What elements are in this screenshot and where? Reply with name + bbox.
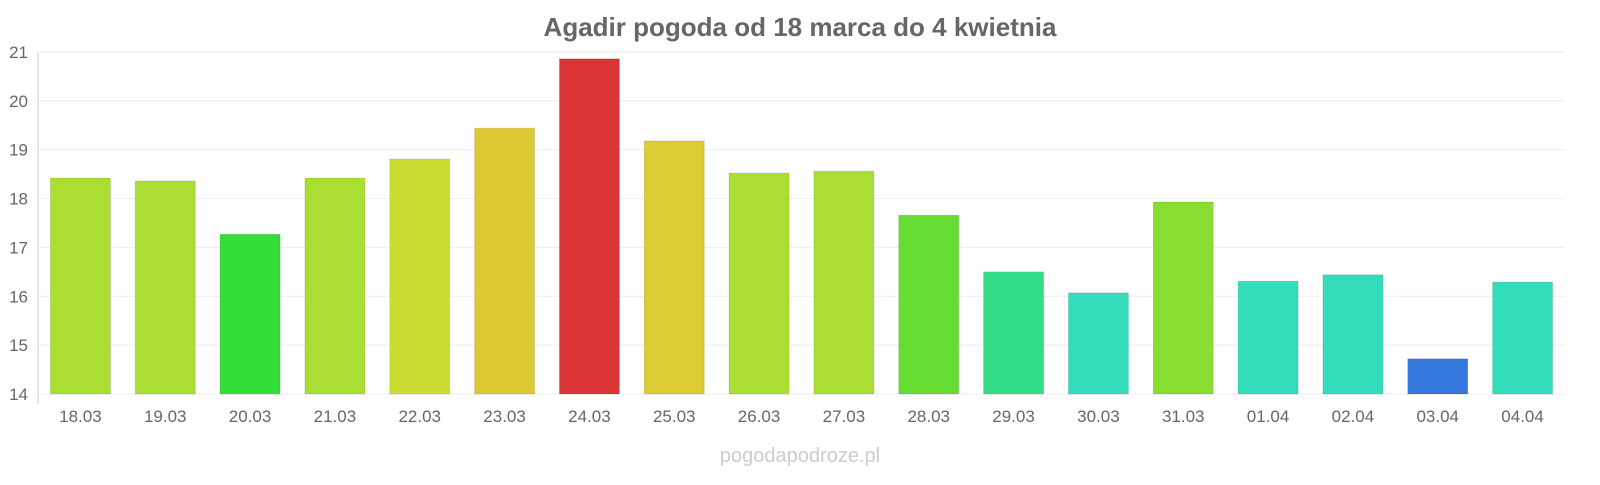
bar-31.03[interactable] bbox=[1152, 201, 1214, 395]
y-tick-label: 19 bbox=[9, 141, 28, 160]
x-tick-label: 03.04 bbox=[1416, 407, 1459, 426]
x-tick-label: 31.03 bbox=[1162, 407, 1205, 426]
x-tick-label: 24.03 bbox=[568, 407, 611, 426]
y-tick-label: 18 bbox=[9, 190, 28, 209]
x-tick-label: 28.03 bbox=[907, 407, 950, 426]
x-tick-label: 30.03 bbox=[1077, 407, 1120, 426]
bar-19.03[interactable] bbox=[134, 180, 196, 395]
x-tick-label: 18.03 bbox=[59, 407, 102, 426]
bar-25.03[interactable] bbox=[643, 140, 705, 395]
x-tick-label: 27.03 bbox=[823, 407, 866, 426]
x-tick-label: 01.04 bbox=[1247, 407, 1290, 426]
x-tick-label: 21.03 bbox=[314, 407, 357, 426]
bar-28.03[interactable] bbox=[898, 214, 960, 395]
y-tick-label: 17 bbox=[9, 238, 28, 257]
bar-29.03[interactable] bbox=[983, 271, 1045, 395]
x-tick-label: 29.03 bbox=[992, 407, 1035, 426]
y-tick-label: 16 bbox=[9, 287, 28, 306]
x-tick-label: 25.03 bbox=[653, 407, 696, 426]
bar-04.04[interactable] bbox=[1492, 281, 1554, 395]
watermark: pogodapodroze.pl bbox=[720, 445, 880, 467]
bar-03.04[interactable] bbox=[1407, 358, 1469, 395]
x-tick-label: 20.03 bbox=[229, 407, 272, 426]
bar-27.03[interactable] bbox=[813, 170, 875, 395]
y-tick-label: 15 bbox=[9, 336, 28, 355]
x-tick-label: 02.04 bbox=[1332, 407, 1375, 426]
x-tick-label: 23.03 bbox=[483, 407, 526, 426]
bar-26.03[interactable] bbox=[728, 172, 790, 395]
bar-24.03[interactable] bbox=[558, 58, 620, 395]
bar-01.04[interactable] bbox=[1237, 280, 1299, 395]
bar-02.04[interactable] bbox=[1322, 274, 1384, 395]
chart-title: Agadir pogoda od 18 marca do 4 kwietnia bbox=[544, 12, 1057, 42]
x-tick-label: 19.03 bbox=[144, 407, 187, 426]
bar-21.03[interactable] bbox=[304, 177, 366, 395]
y-tick-label: 21 bbox=[9, 43, 28, 62]
bar-18.03[interactable] bbox=[49, 177, 111, 395]
y-tick-label: 20 bbox=[9, 92, 28, 111]
bar-23.03[interactable] bbox=[474, 127, 536, 395]
x-tick-label: 26.03 bbox=[738, 407, 781, 426]
y-tick-label: 14 bbox=[9, 385, 28, 404]
bar-30.03[interactable] bbox=[1067, 292, 1129, 395]
bar-22.03[interactable] bbox=[389, 158, 451, 395]
bar-20.03[interactable] bbox=[219, 233, 281, 395]
x-tick-label: 22.03 bbox=[398, 407, 441, 426]
x-tick-label: 04.04 bbox=[1501, 407, 1544, 426]
